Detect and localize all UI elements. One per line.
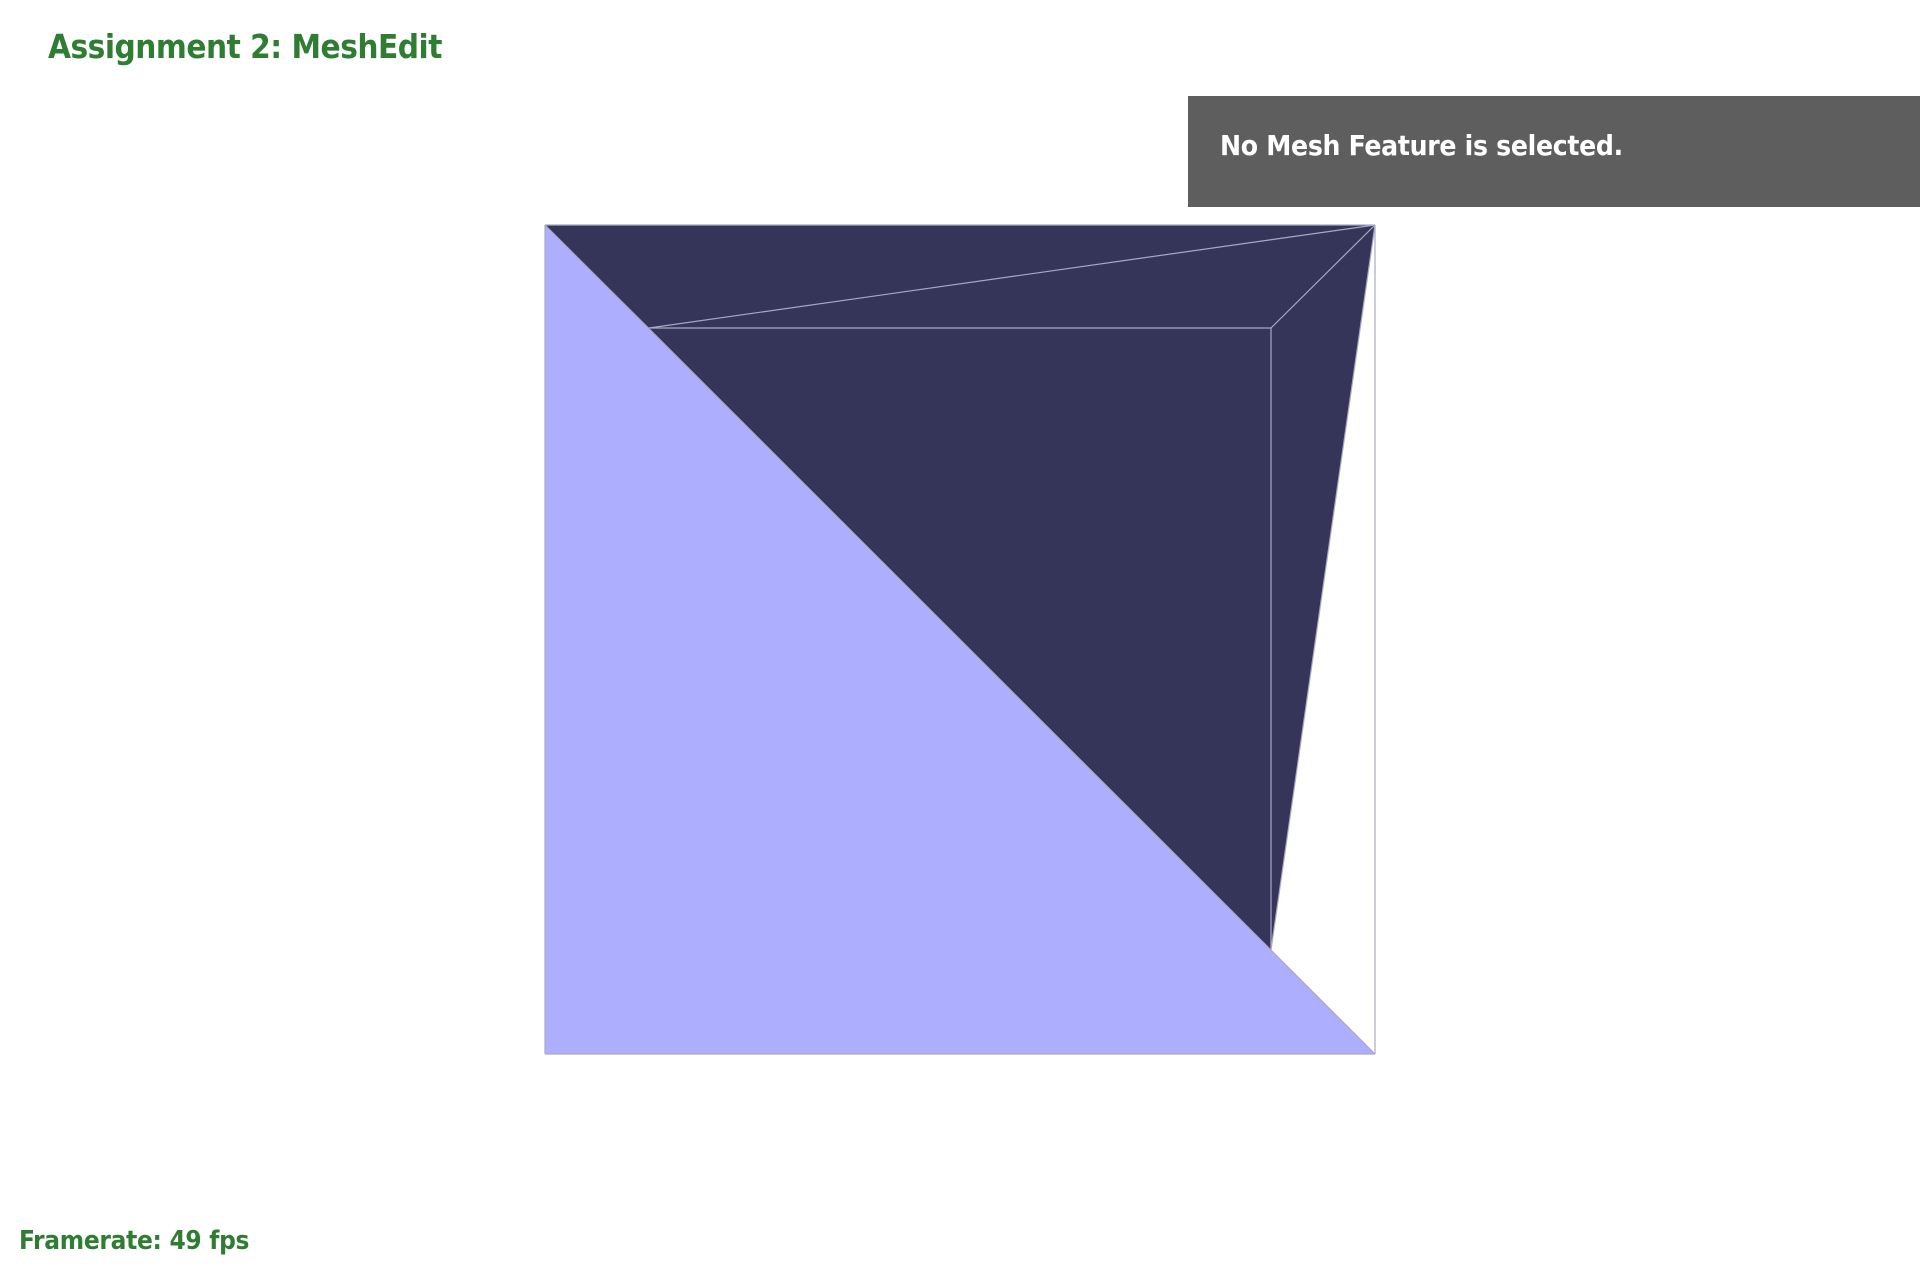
mesh-edge[interactable] — [648, 224, 1376, 329]
framerate-readout: Framerate: 49 fps — [19, 1226, 250, 1256]
mesh-edges[interactable] — [544, 224, 1376, 1055]
info-panel: No Mesh Feature is selected. — [1188, 96, 1920, 207]
mesh-edge[interactable] — [1270, 224, 1376, 329]
mesh-face-top[interactable] — [545, 225, 1375, 328]
mesh-edge[interactable] — [544, 224, 1376, 1055]
app-title: Assignment 2: MeshEdit — [48, 27, 442, 66]
selection-status-text: No Mesh Feature is selected. — [1220, 129, 1623, 162]
mesh-edge[interactable] — [1270, 224, 1376, 951]
